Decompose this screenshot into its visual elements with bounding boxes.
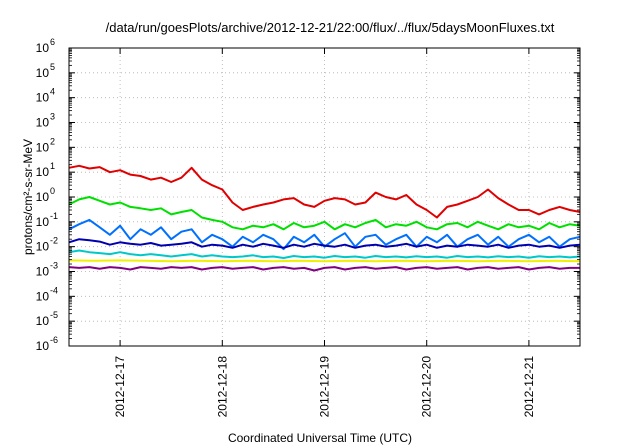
series-line-4 — [68, 249, 581, 259]
y-tick-exponent: -6 — [50, 335, 58, 345]
y-tick-label: 10 — [36, 289, 50, 303]
chart-title: /data/run/goesPlots/archive/2012-12-21/2… — [106, 20, 555, 35]
y-tick-exponent: 5 — [50, 62, 55, 72]
y-tick-label: 10 — [36, 41, 50, 55]
series-line-3 — [68, 238, 581, 249]
y-tick-exponent: 2 — [50, 136, 55, 146]
series-line-6 — [68, 266, 580, 272]
y-tick-exponent: -4 — [50, 285, 58, 295]
y-tick-label: 10 — [36, 140, 50, 154]
y-tick-label: 10 — [36, 215, 50, 229]
y-tick-exponent: -3 — [50, 261, 58, 271]
grid — [69, 48, 580, 346]
y-axis-ticks: 10 -610 -510 -410 -310 -210 -110 010 110 210 310 41… — [36, 37, 580, 353]
y-tick-label: 10 — [36, 265, 50, 279]
y-tick-label: 10 — [36, 240, 50, 254]
y-tick-exponent: 1 — [50, 161, 55, 171]
y-tick-label: 10 — [36, 314, 50, 328]
y-tick-exponent: -1 — [50, 211, 58, 221]
y-tick-label: 10 — [36, 116, 50, 130]
y-tick-exponent: -2 — [50, 236, 58, 246]
y-tick-label: 10 — [36, 339, 50, 353]
x-tick-label: 2012-12-17 — [113, 356, 127, 418]
y-tick-label: 10 — [36, 66, 50, 80]
x-tick-label: 2012-12-19 — [318, 356, 332, 418]
y-tick-label: 10 — [36, 190, 50, 204]
y-tick-exponent: -5 — [50, 310, 58, 320]
x-axis-label: Coordinated Universal Time (UTC) — [228, 431, 412, 445]
x-axis-ticks: 2012-12-17 2012-12-18 2012-12-19 2012-12-20… — [113, 48, 536, 417]
y-tick-exponent: 0 — [50, 186, 55, 196]
series-line-2 — [68, 218, 581, 251]
y-axis-label: protons/cm²-s-sr-MeV — [21, 139, 35, 255]
series-line-1 — [68, 196, 581, 231]
y-tick-exponent: 4 — [50, 87, 55, 97]
x-tick-label: 2012-12-21 — [522, 356, 536, 418]
y-tick-label: 10 — [36, 91, 50, 105]
y-tick-exponent: 3 — [50, 112, 55, 122]
series-group — [68, 164, 581, 272]
x-tick-label: 2012-12-18 — [215, 356, 229, 418]
series-line-0 — [68, 164, 581, 219]
y-tick-label: 10 — [36, 165, 50, 179]
series-line-5 — [68, 259, 581, 263]
x-tick-label: 2012-12-20 — [420, 356, 434, 418]
y-tick-exponent: 6 — [50, 37, 55, 47]
